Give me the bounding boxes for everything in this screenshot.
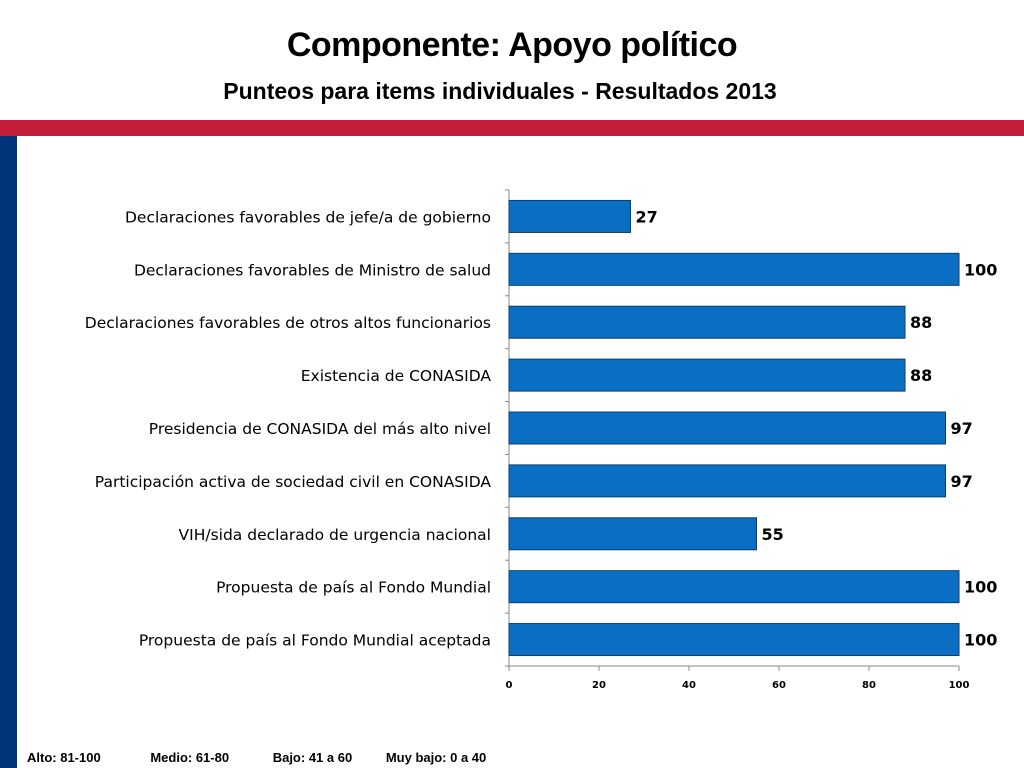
category-label: VIH/sida declarado de urgencia nacional bbox=[179, 526, 491, 544]
category-label: Propuesta de país al Fondo Mundial bbox=[216, 579, 491, 597]
bar bbox=[508, 623, 960, 657]
legend-bajo: Bajo: 41 a 60 bbox=[272, 750, 353, 765]
legend-muy-bajo: Muy bajo: 0 a 40 bbox=[385, 750, 487, 765]
x-tick-label: 60 bbox=[772, 680, 786, 691]
x-tick-label: 80 bbox=[862, 680, 876, 691]
bar bbox=[508, 411, 946, 445]
x-tick-label: 20 bbox=[592, 680, 606, 691]
x-tick-label: 40 bbox=[682, 680, 696, 691]
data-label: 100 bbox=[964, 260, 997, 279]
category-label: Presidencia de CONASIDA del más alto niv… bbox=[149, 420, 491, 438]
data-label: 55 bbox=[762, 525, 784, 544]
bar bbox=[508, 358, 906, 392]
data-label: 100 bbox=[964, 578, 997, 597]
data-label: 100 bbox=[964, 631, 997, 650]
legend-alto: Alto: 81-100 bbox=[27, 750, 101, 765]
data-label: 88 bbox=[910, 366, 932, 385]
bar bbox=[508, 570, 960, 604]
bar bbox=[508, 464, 946, 498]
page-title: Componente: Apoyo político bbox=[286, 26, 738, 64]
category-label: Declaraciones favorables de otros altos … bbox=[85, 314, 491, 332]
score-legend: Alto: 81-100 Medio: 61-80 Bajo: 41 a 60 … bbox=[27, 750, 486, 765]
bar bbox=[508, 199, 631, 233]
x-tick-label: 0 bbox=[506, 680, 513, 691]
data-label: 97 bbox=[951, 419, 973, 438]
category-label: Declaraciones favorables de jefe/a de go… bbox=[125, 208, 491, 226]
bar bbox=[508, 252, 960, 286]
data-label: 97 bbox=[951, 472, 973, 491]
header-divider-band bbox=[0, 120, 1024, 136]
x-tick-label: 100 bbox=[949, 680, 970, 691]
bar bbox=[508, 517, 757, 551]
bar bbox=[508, 305, 906, 339]
data-label: 88 bbox=[910, 313, 932, 332]
legend-medio: Medio: 61-80 bbox=[150, 750, 230, 765]
side-accent-bar bbox=[0, 136, 17, 768]
category-label: Participación activa de sociedad civil e… bbox=[95, 473, 492, 491]
category-label: Propuesta de país al Fondo Mundial acept… bbox=[139, 632, 491, 650]
category-label: Declaraciones favorables de Ministro de … bbox=[134, 261, 491, 279]
data-label: 27 bbox=[636, 207, 658, 226]
page-subtitle: Punteos para items individuales - Result… bbox=[223, 78, 777, 104]
category-label: Existencia de CONASIDA bbox=[301, 367, 492, 385]
